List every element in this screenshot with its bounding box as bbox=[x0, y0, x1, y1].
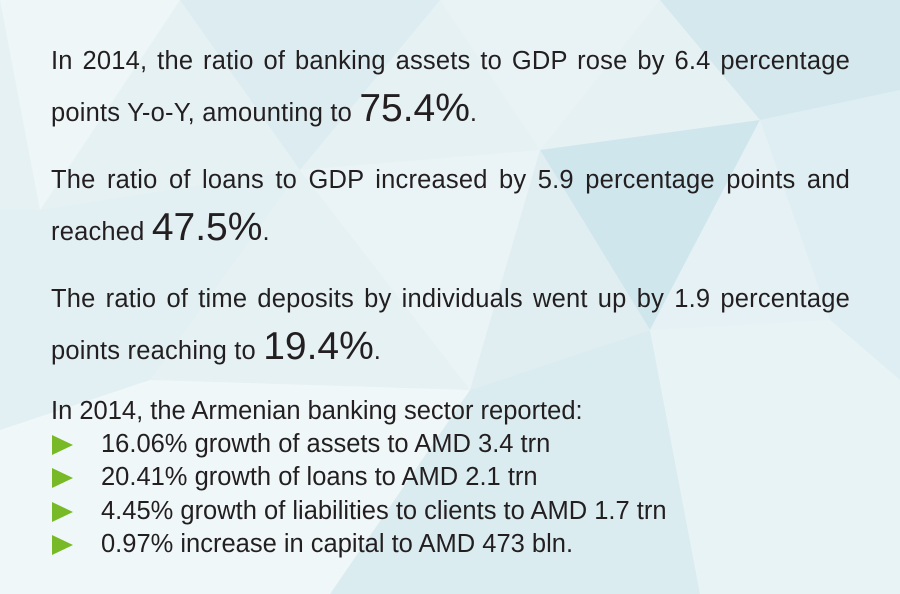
highlight-value: 19.4% bbox=[263, 325, 374, 368]
green-triangle-bullet-icon bbox=[52, 534, 73, 555]
list-item: 20.41% growth of loans to AMD 2.1 trn bbox=[51, 461, 850, 494]
list-item-text: 4.45% growth of liabilities to clients t… bbox=[101, 496, 667, 525]
green-triangle-bullet-icon bbox=[52, 435, 73, 455]
list-item-text: 16.06% growth of assets to AMD 3.4 trn bbox=[101, 430, 551, 458]
paragraph-text: The ratio of loans to GDP increased by 5… bbox=[51, 166, 850, 246]
summary-bullet-list: 16.06% growth of assets to AMD 3.4 trn 2… bbox=[51, 428, 850, 561]
summary-intro: In 2014, the Armenian banking sector rep… bbox=[51, 397, 583, 425]
list-item-text: 0.97% increase in capital to AMD 473 bln… bbox=[101, 529, 574, 558]
paragraph-tail: . bbox=[262, 218, 270, 246]
loans-ratio-paragraph: The ratio of loans to GDP increased by 5… bbox=[51, 157, 850, 256]
assets-ratio-paragraph: In 2014, the ratio of banking assets to … bbox=[51, 38, 850, 137]
paragraph-text: The ratio of time deposits by individual… bbox=[51, 285, 850, 365]
highlight-value: 75.4% bbox=[359, 87, 470, 130]
list-item: 16.06% growth of assets to AMD 3.4 trn bbox=[51, 428, 850, 461]
paragraph-tail: . bbox=[469, 99, 478, 127]
highlight-value: 47.5% bbox=[151, 206, 263, 249]
green-triangle-bullet-icon bbox=[52, 468, 73, 489]
list-item-text: 20.41% growth of loans to AMD 2.1 trn bbox=[101, 463, 538, 492]
list-item: 4.45% growth of liabilities to clients t… bbox=[51, 495, 850, 528]
deposits-ratio-paragraph: The ratio of time deposits by individual… bbox=[51, 276, 850, 375]
text-content: In 2014, the ratio of banking assets to … bbox=[51, 38, 850, 561]
green-triangle-bullet-icon bbox=[52, 501, 73, 522]
paragraph-text: In 2014, the ratio of banking assets to … bbox=[51, 47, 850, 127]
list-item: 0.97% increase in capital to AMD 473 bln… bbox=[51, 528, 850, 561]
paragraph-tail: . bbox=[373, 337, 382, 365]
